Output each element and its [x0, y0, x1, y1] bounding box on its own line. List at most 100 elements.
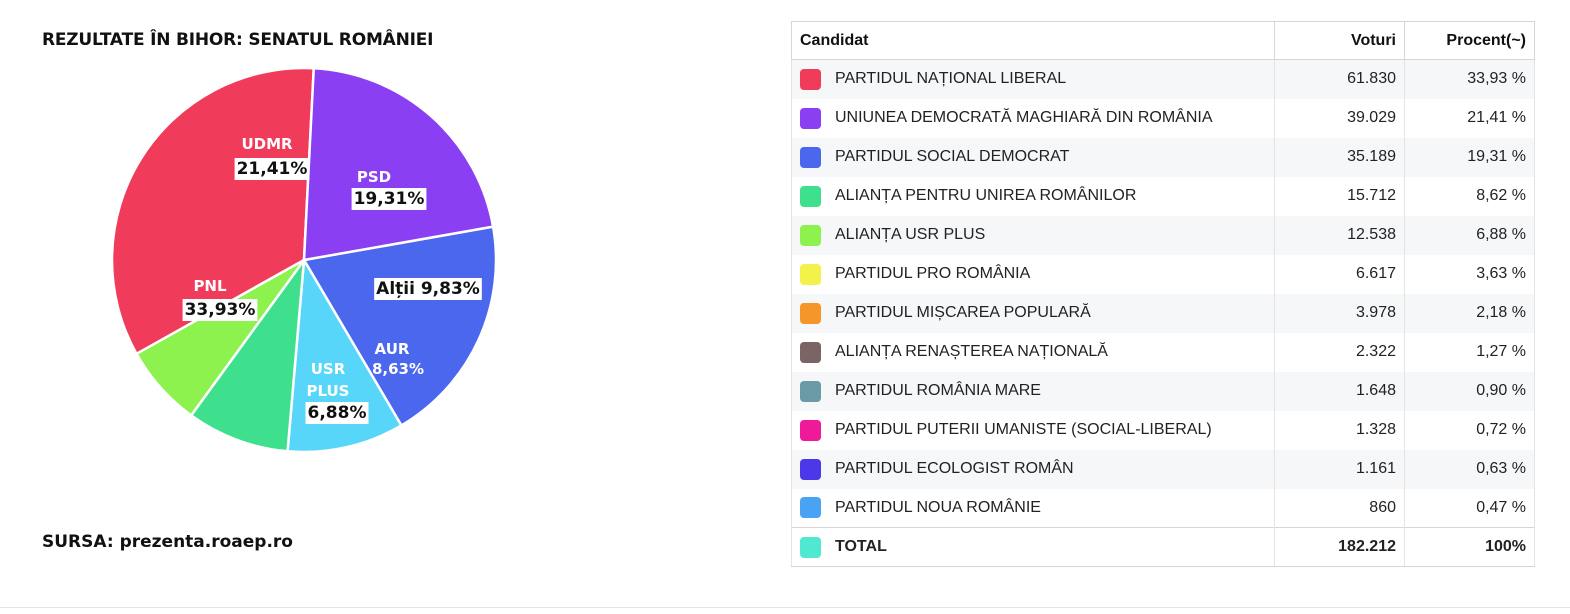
pie-category-label-usr-plus: USR [311, 360, 346, 378]
pie-slice-pnl [110, 66, 316, 356]
candidate-name: PARTIDUL ROMÂNIA MARE [835, 382, 1041, 399]
percent-cell: 2,18 % [1404, 293, 1535, 333]
percent-cell: 0,90 % [1404, 371, 1535, 411]
candidate-name: PARTIDUL ECOLOGIST ROMÂN [835, 460, 1074, 477]
candidate-name: TOTAL [835, 538, 887, 555]
table-header-row: Candidat Voturi Procent(~) [791, 21, 1535, 60]
header-percent: Procent(~) [1404, 21, 1535, 60]
color-swatch [800, 536, 821, 558]
votes-cell: 6.617 [1274, 254, 1405, 294]
percent-cell: 19,31 % [1404, 137, 1535, 177]
table-row: PARTIDUL PUTERII UMANISTE (SOCIAL-LIBERA… [791, 410, 1535, 450]
pie-value-label-usr-plus: 6,88% [308, 403, 367, 423]
candidate-name: PARTIDUL PUTERII UMANISTE (SOCIAL-LIBERA… [835, 421, 1212, 438]
candidate-cell: PARTIDUL PRO ROMÂNIA [791, 254, 1275, 294]
color-swatch [800, 146, 821, 168]
pie-value-label-al-ii: Alții 9,83% [376, 279, 480, 299]
color-swatch [800, 107, 821, 129]
color-swatch [800, 419, 821, 441]
votes-cell: 12.538 [1274, 215, 1405, 255]
table-row: ALIANȚA PENTRU UNIREA ROMÂNILOR 15.712 8,6… [791, 176, 1535, 216]
header-candidate: Candidat [791, 21, 1275, 60]
votes-cell: 39.029 [1274, 98, 1405, 138]
pie-value-label-udmr: 21,41% [237, 159, 308, 179]
pie-chart: PSD 19,31% Alții 9,83% AUR 8,63% USR PLUS 6,88%… [110, 66, 498, 454]
table-row: UNIUNEA DEMOCRATĂ MAGHIARĂ DIN ROMÂNIA 39… [791, 98, 1535, 138]
percent-cell: 0,63 % [1404, 449, 1535, 489]
candidate-name: PARTIDUL SOCIAL DEMOCRAT [835, 148, 1070, 165]
candidate-name: PARTIDUL NAȚIONAL LIBERAL [835, 70, 1067, 88]
color-swatch [800, 263, 821, 285]
table-row: PARTIDUL SOCIAL DEMOCRAT 35.189 19,31 % [791, 137, 1535, 177]
candidate-cell: PARTIDUL ROMÂNIA MARE [791, 371, 1275, 411]
pie-value-label-box [234, 158, 310, 180]
percent-cell: 21,41 % [1404, 98, 1535, 138]
color-swatch [800, 380, 821, 402]
pie-slice-psd [302, 225, 498, 428]
bottom-divider [0, 607, 1570, 608]
candidate-name: ALIANȚA PENTRU UNIREA ROMÂNILOR [835, 187, 1137, 204]
color-swatch [800, 458, 821, 480]
percent-cell: 0,72 % [1404, 410, 1535, 450]
table-row: PARTIDUL NAȚIONAL LIBERAL 61.830 33,93 % [791, 59, 1535, 99]
votes-cell: 35.189 [1274, 137, 1405, 177]
candidate-name: PARTIDUL MIȘCAREA POPULARĂ [835, 304, 1091, 321]
chart-title: REZULTATE ÎN BIHOR: SENATUL ROMÂNIEI [42, 30, 434, 50]
candidate-cell: PARTIDUL NAȚIONAL LIBERAL [791, 59, 1275, 99]
votes-cell: 3.978 [1274, 293, 1405, 333]
votes-cell: 61.830 [1274, 59, 1405, 99]
candidate-name: UNIUNEA DEMOCRATĂ MAGHIARĂ DIN ROMÂNIA [835, 109, 1213, 126]
table-row: PARTIDUL NOUA ROMÂNIE 860 0,47 % [791, 488, 1535, 528]
candidate-cell: ALIANȚA USR PLUS [791, 215, 1275, 255]
candidate-cell: UNIUNEA DEMOCRATĂ MAGHIARĂ DIN ROMÂNIA [791, 98, 1275, 138]
color-swatch [800, 341, 821, 363]
pie-slice-aur [189, 255, 306, 453]
percent-cell: 100% [1404, 527, 1535, 567]
votes-cell: 15.712 [1274, 176, 1405, 216]
color-swatch [800, 68, 821, 90]
votes-cell: 1.161 [1274, 449, 1405, 489]
percent-cell: 33,93 % [1404, 59, 1535, 99]
pie-value-label-pnl: 33,93% [185, 300, 256, 320]
pie-category-label-psd: PSD [357, 168, 391, 186]
pie-category-label-pnl: PNL [193, 277, 227, 295]
pie-value-label-box [351, 188, 427, 210]
pie-category-label-aur: AUR [375, 340, 410, 358]
candidate-cell: PARTIDUL NOUA ROMÂNIE [791, 488, 1275, 528]
table-row: PARTIDUL ECOLOGIST ROMÂN 1.161 0,63 % [791, 449, 1535, 489]
pie-slice-udmr [302, 66, 495, 262]
candidate-cell: PARTIDUL MIȘCAREA POPULARĂ [791, 293, 1275, 333]
candidate-cell: PARTIDUL PUTERII UMANISTE (SOCIAL-LIBERA… [791, 410, 1275, 450]
color-swatch [800, 224, 821, 246]
pie-value-label-box [182, 299, 258, 321]
candidate-name: PARTIDUL PRO ROMÂNIA [835, 265, 1031, 282]
table-body: PARTIDUL NAȚIONAL LIBERAL 61.830 33,93 % UN… [791, 59, 1535, 567]
table-row: ALIANȚA USR PLUS 12.538 6,88 % [791, 215, 1535, 255]
votes-cell: 1.648 [1274, 371, 1405, 411]
percent-cell: 3,63 % [1404, 254, 1535, 294]
percent-cell: 0,47 % [1404, 488, 1535, 528]
color-swatch [800, 302, 821, 324]
candidate-name: ALIANȚA USR PLUS [835, 226, 986, 243]
votes-cell: 1.328 [1274, 410, 1405, 450]
header-votes: Voturi [1274, 21, 1405, 60]
total-row: TOTAL 182.212 100% [791, 527, 1535, 567]
color-swatch [800, 185, 821, 207]
percent-cell: 8,62 % [1404, 176, 1535, 216]
pie-category-label-udmr: UDMR [241, 135, 293, 153]
percent-cell: 6,88 % [1404, 215, 1535, 255]
table-row: PARTIDUL MIȘCAREA POPULARĂ 3.978 2,18 % [791, 293, 1535, 333]
candidate-cell: ALIANȚA RENAȘTEREA NAȚIONALĂ [791, 332, 1275, 372]
table-row: PARTIDUL PRO ROMÂNIA 6.617 3,63 % [791, 254, 1535, 294]
table-row: PARTIDUL ROMÂNIA MARE 1.648 0,90 % [791, 371, 1535, 411]
candidate-cell: ALIANȚA PENTRU UNIREA ROMÂNILOR [791, 176, 1275, 216]
table-row: ALIANȚA RENAȘTEREA NAȚIONALĂ 2.322 1,27 % [791, 332, 1535, 372]
results-table: Candidat Voturi Procent(~) PARTIDUL NAȚI… [791, 21, 1535, 567]
pie-value-label-psd: 19,31% [354, 189, 425, 209]
pie-category-label-usr-plus: PLUS [306, 382, 349, 400]
pie-value-label-box [305, 402, 369, 424]
pie-value-label-aur: 8,63% [372, 360, 424, 378]
votes-cell: 860 [1274, 488, 1405, 528]
percent-cell: 1,27 % [1404, 332, 1535, 372]
candidate-cell: PARTIDUL ECOLOGIST ROMÂN [791, 449, 1275, 489]
